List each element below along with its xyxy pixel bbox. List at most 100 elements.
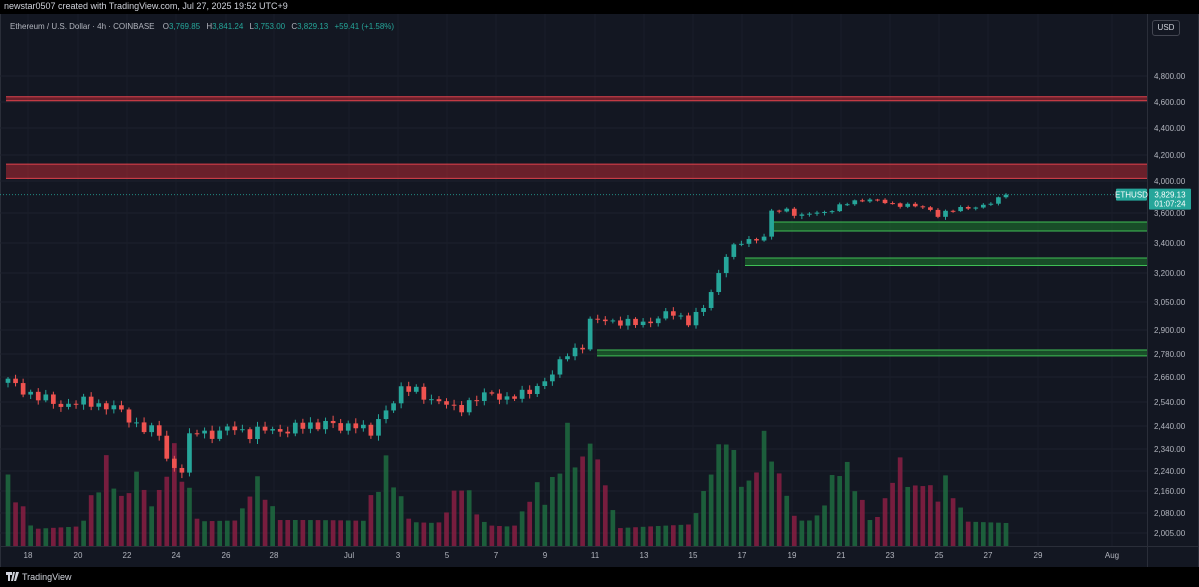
volume-bar — [814, 515, 820, 546]
time-axis-label: 13 — [640, 551, 649, 560]
volume-bar — [610, 510, 616, 546]
candle — [663, 311, 669, 319]
volume-bar — [247, 496, 253, 546]
time-axis-label: 27 — [984, 551, 993, 560]
time-axis-label: 21 — [837, 551, 846, 560]
volume-bar — [542, 504, 548, 546]
volume-bar — [126, 493, 132, 546]
candle — [474, 400, 480, 402]
volume-bar — [693, 513, 699, 546]
candle — [822, 211, 827, 213]
volume-bar — [875, 516, 880, 546]
volume-bar — [209, 521, 215, 546]
candle — [739, 243, 744, 245]
volume-bar — [103, 455, 109, 546]
volume-bar — [920, 486, 926, 546]
volume-bar — [807, 520, 812, 546]
candle — [708, 292, 714, 308]
candle — [308, 422, 313, 429]
candle — [988, 203, 994, 205]
candle — [421, 386, 427, 400]
symbol-tag — [1116, 188, 1147, 201]
volume-bar — [973, 521, 979, 546]
volume-bar — [829, 475, 835, 546]
volume-bar — [35, 528, 41, 546]
candle — [88, 396, 94, 407]
volume-bar — [784, 495, 790, 546]
volume-bar — [663, 525, 669, 546]
open-key: O — [162, 22, 169, 31]
volume-bar — [240, 508, 245, 546]
volume-bar — [217, 520, 223, 546]
candle — [965, 206, 971, 209]
candle — [550, 374, 555, 382]
candle — [852, 200, 858, 205]
price-axis-label: 3,600.00 — [1154, 209, 1186, 218]
volume-bar — [421, 522, 427, 546]
volume-bar — [429, 522, 434, 546]
candle — [784, 208, 790, 212]
candle — [534, 386, 540, 394]
candle — [202, 430, 207, 434]
volume-bar — [504, 526, 510, 546]
volume-bar — [897, 457, 903, 546]
price-axis-label: 4,800.00 — [1154, 72, 1186, 81]
volume-bar — [860, 499, 865, 546]
candle — [829, 211, 835, 213]
currency-button[interactable]: USD — [1152, 20, 1180, 36]
candle — [633, 318, 638, 326]
candle — [156, 425, 162, 436]
volume-bar — [13, 502, 18, 546]
volume-bar — [262, 499, 268, 546]
volume-bar — [436, 522, 442, 546]
candle — [572, 347, 578, 357]
candle — [103, 403, 109, 410]
candle — [950, 210, 956, 212]
candle — [413, 386, 419, 392]
candle — [398, 386, 404, 404]
close-value: 3,829.13 — [297, 22, 329, 31]
candle — [58, 403, 64, 407]
volume-bar — [119, 495, 124, 546]
volume-bar — [232, 520, 238, 546]
candle — [905, 203, 911, 207]
candle — [618, 320, 623, 326]
volume-bar — [398, 496, 404, 546]
volume-bar — [466, 490, 472, 546]
price-chart[interactable]: 4,800.00 4,600.00 4,400.00 4,200.00 4,000.00… — [0, 14, 1199, 567]
volume-bar — [723, 444, 729, 546]
volume-bar — [164, 476, 170, 546]
candle — [459, 404, 464, 413]
bar-countdown-label: 01:07:24 — [1154, 200, 1186, 209]
candle — [754, 239, 759, 241]
candle — [814, 212, 820, 214]
candle — [323, 420, 328, 430]
time-axis-label: 7 — [494, 551, 499, 560]
high-key: H — [206, 22, 213, 31]
volume-bar — [769, 461, 774, 546]
volume-bar — [224, 520, 230, 546]
volume-bar — [867, 520, 873, 546]
candle — [285, 431, 291, 434]
volume-bar — [391, 487, 396, 546]
candle — [844, 204, 850, 206]
candle — [504, 396, 510, 400]
volume-bar — [134, 471, 139, 546]
candle — [807, 213, 812, 215]
time-axis-label: 25 — [935, 551, 944, 560]
candle — [368, 424, 374, 436]
candle — [164, 435, 170, 459]
volume-bar — [527, 501, 533, 546]
candle — [119, 405, 124, 410]
volume-bar — [754, 472, 759, 546]
volume-bar — [905, 486, 911, 546]
candle — [300, 422, 306, 429]
volume-bar — [996, 522, 1001, 546]
candle — [996, 197, 1001, 204]
volume-bar — [822, 505, 827, 546]
volume-bar — [88, 495, 94, 546]
footer-brand: TradingView — [22, 572, 72, 582]
candle — [912, 203, 918, 207]
volume-bar — [413, 522, 419, 546]
price-axis-label: 2,900.00 — [1154, 326, 1186, 335]
